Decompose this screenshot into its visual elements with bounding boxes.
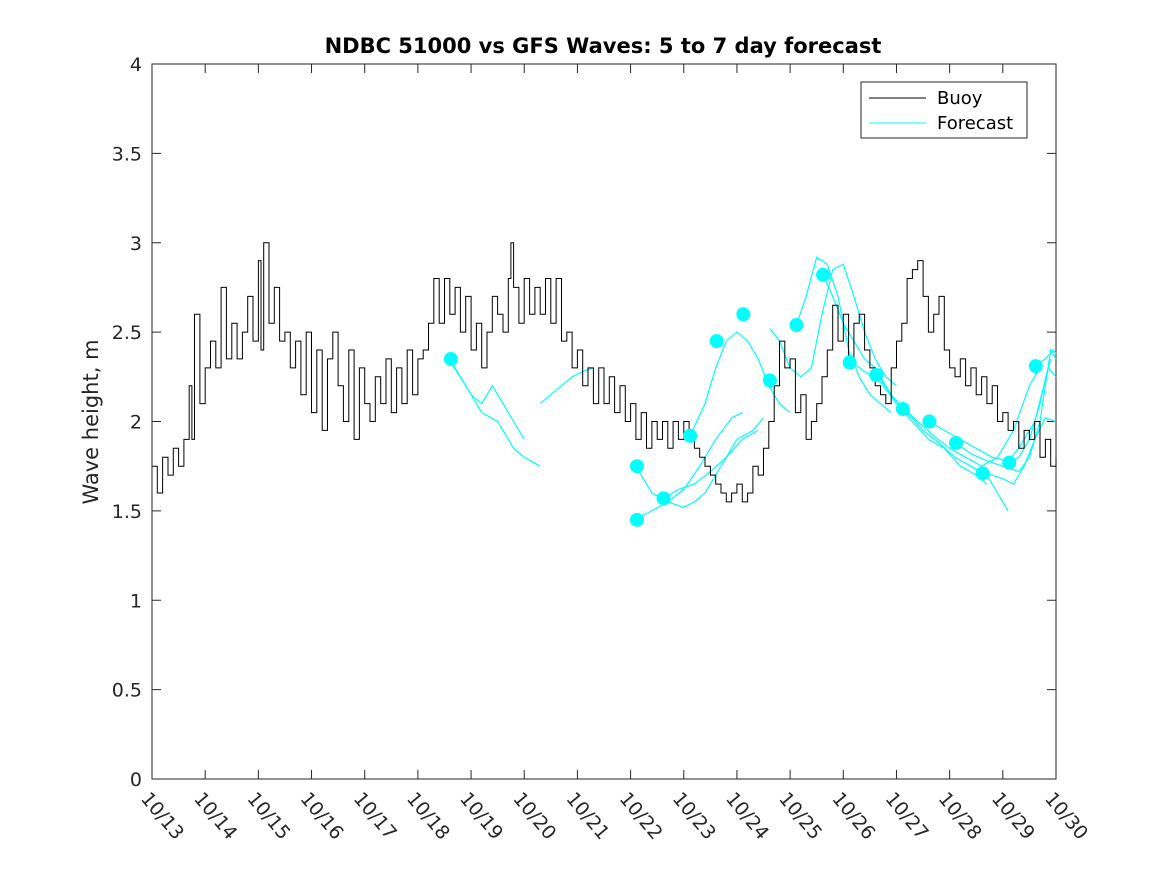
chart-title: NDBC 51000 vs GFS Waves: 5 to 7 day fore… [325,34,882,58]
forecast-marker [1028,359,1043,374]
forecast-marker [629,459,644,474]
forecast-marker [736,307,751,322]
forecast-marker [762,373,777,388]
forecast-marker [975,466,990,481]
forecast-line [902,367,1041,467]
plot-area [151,63,1057,780]
forecast-marker [683,428,698,443]
y-tick-label: 2.5 [112,322,142,344]
legend: Buoy Forecast [860,81,1028,139]
forecast-line [539,367,594,405]
forecast-marker [443,351,458,366]
y-axis-label: Wave height, m [79,339,103,504]
y-tick-label: 4 [130,54,142,76]
forecast-line [450,362,541,467]
buoy-line [152,242,1057,503]
legend-forecast-label: Forecast [937,113,1013,134]
y-tick-label: 1.5 [112,501,142,523]
forecast-line [982,417,1057,485]
y-tick-labels: 0 0.5 1 1.5 2 2.5 3 3.5 4 [112,54,142,791]
data-layer [152,242,1057,527]
y-tick-label: 3.5 [112,143,142,165]
y-tick-label: 0.5 [112,680,142,702]
forecast-marker [709,334,724,349]
y-tick-label: 0 [130,769,142,791]
forecast-marker [869,368,884,383]
forecast-marker [816,267,831,282]
forecast-line [636,412,743,519]
forecast-marker [895,401,910,416]
y-tick-label: 3 [130,233,142,255]
forecast-marker [656,491,671,506]
forecast-marker [1002,455,1017,470]
forecast-marker [842,355,857,370]
y-tick-label: 2 [130,412,142,434]
forecast-marker [789,317,804,332]
forecast-marker [922,414,937,429]
forecast-line [822,274,898,404]
axes-frame [151,63,1057,780]
axis-ticks [151,63,1057,780]
forecast-marker [629,512,644,527]
legend-buoy-label: Buoy [937,88,983,109]
legend-box [860,81,1028,139]
forecast-marker [949,435,964,450]
y-tick-label: 1 [130,590,142,612]
